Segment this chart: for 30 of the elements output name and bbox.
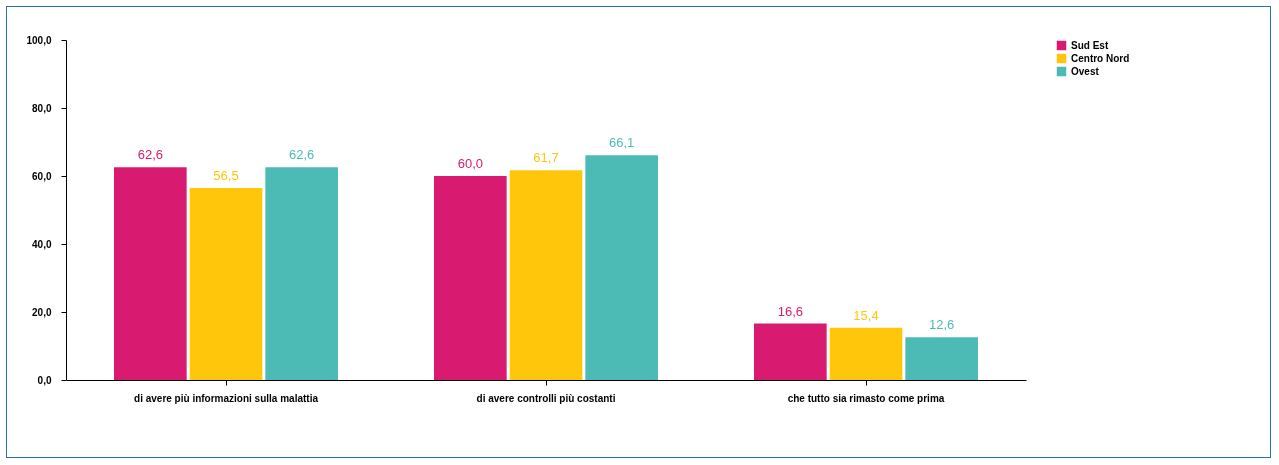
bar [509,170,583,380]
legend-label: Ovest [1071,65,1100,77]
legend-label: Centro Nord [1071,52,1130,64]
x-tick-label: di avere più informazioni sulla malattia [134,392,319,404]
bar [265,167,338,380]
bar [585,155,658,380]
bar [189,187,263,380]
data-label: 62,6 [137,147,163,163]
legend-label: Sud Est [1071,39,1109,51]
data-label: 15,4 [853,307,879,323]
x-tick-label: che tutto sia rimasto come prima [787,392,945,404]
data-label: 56,5 [213,167,239,183]
y-tick-label: 0,0 [37,374,52,386]
x-tick-label: di avere controlli più costanti [476,392,616,404]
bar [114,167,187,380]
bar [434,176,507,380]
data-label: 61,7 [533,150,559,166]
bar [829,327,903,380]
y-tick-label: 20,0 [32,306,52,318]
data-label: 16,6 [777,303,803,319]
bar [754,323,827,380]
bar [905,337,978,380]
data-label: 12,6 [929,317,955,333]
y-tick-label: 40,0 [32,238,52,250]
y-tick-label: 60,0 [32,170,52,182]
data-label: 62,6 [289,147,315,163]
data-label: 66,1 [609,135,635,151]
y-tick-label: 100,0 [26,34,52,46]
y-tick-label: 80,0 [32,102,52,114]
data-label: 60,0 [457,156,483,171]
